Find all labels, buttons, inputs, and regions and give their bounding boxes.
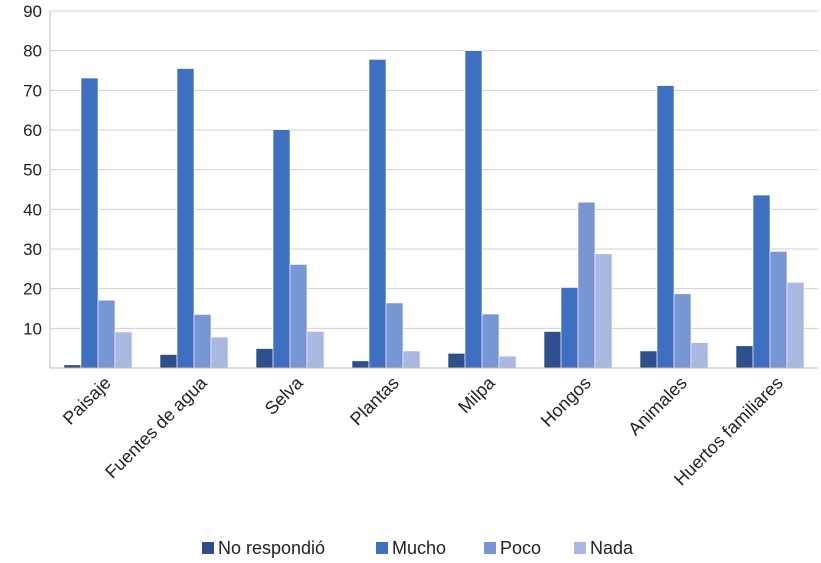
legend-label: No respondió <box>218 538 325 558</box>
bar-mucho-5 <box>560 287 579 369</box>
bar-mucho-6 <box>656 85 675 369</box>
bar-nada-5 <box>594 253 613 369</box>
legend-label: Poco <box>500 538 541 558</box>
bar-nada-6 <box>690 342 709 369</box>
y-axis: 10 20 30 40 50 60 70 80 90 <box>23 2 51 368</box>
legend-swatch-3 <box>574 542 586 554</box>
x-tick-label: Huertos familiares <box>670 373 787 490</box>
x-tick-label: Hongos <box>537 373 595 431</box>
x-tick-label: Milpa <box>454 372 499 417</box>
x-tick-label: Plantas <box>346 373 403 430</box>
bar-no-respondi--3 <box>351 360 370 369</box>
bar-mucho-2 <box>272 129 291 369</box>
x-tick-label: Selva <box>261 372 308 419</box>
x-tick-label: Fuentes de agua <box>101 372 211 482</box>
x-tick-label: Paisaje <box>59 373 115 429</box>
y-tick-label: 30 <box>23 240 42 259</box>
bar-nada-7 <box>786 282 805 369</box>
y-tick-label: 50 <box>23 161 42 180</box>
bar-poco-6 <box>673 293 692 369</box>
legend-label: Nada <box>590 538 634 558</box>
y-tick-label: 20 <box>23 280 42 299</box>
bar-mucho-1 <box>176 68 195 369</box>
y-tick-label: 90 <box>23 2 42 21</box>
bar-mucho-0 <box>80 77 99 369</box>
bar-mucho-4 <box>464 50 483 369</box>
legend-label: Mucho <box>392 538 446 558</box>
bar-nada-1 <box>210 336 229 369</box>
bar-poco-7 <box>769 251 788 369</box>
bar-mucho-7 <box>752 194 771 369</box>
bar-poco-0 <box>97 299 116 369</box>
y-tick-label: 10 <box>23 319 42 338</box>
legend-swatch-0 <box>202 542 214 554</box>
gridlines <box>50 10 818 329</box>
bar-poco-1 <box>193 314 212 369</box>
bar-nada-4 <box>498 355 517 369</box>
bar-nada-2 <box>306 331 325 369</box>
bar-nada-3 <box>402 350 421 369</box>
y-tick-label: 40 <box>23 200 42 219</box>
bar-poco-4 <box>481 313 500 369</box>
bar-no-respondi--1 <box>159 354 178 369</box>
bar-no-respondi--4 <box>447 353 466 369</box>
bar-no-respondi--7 <box>735 345 754 369</box>
bar-poco-5 <box>577 201 596 369</box>
bar-no-respondi--5 <box>543 331 562 369</box>
legend-swatch-2 <box>484 542 496 554</box>
bar-no-respondi--6 <box>639 350 658 369</box>
y-tick-label: 80 <box>23 42 42 61</box>
legend-swatch-1 <box>376 542 388 554</box>
bar-nada-0 <box>114 331 133 369</box>
y-tick-label: 60 <box>23 121 42 140</box>
x-tick-label: Animales <box>624 373 690 439</box>
y-tick-label: 70 <box>23 81 42 100</box>
bar-poco-3 <box>385 302 404 369</box>
bar-mucho-3 <box>368 59 387 369</box>
legend: No respondió Mucho Poco Nada <box>202 538 634 558</box>
bar-no-respondi--2 <box>255 348 274 369</box>
bars <box>63 50 805 369</box>
bar-poco-2 <box>289 264 308 369</box>
